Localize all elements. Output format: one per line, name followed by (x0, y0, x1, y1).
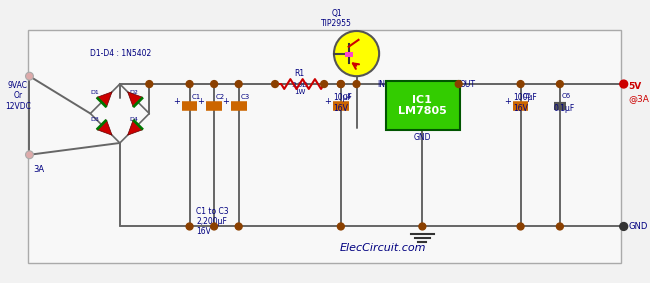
Text: D1-D4 : 1N5402: D1-D4 : 1N5402 (90, 49, 151, 57)
Text: Q1
TIP2955: Q1 TIP2955 (322, 9, 352, 28)
Text: C5: C5 (523, 93, 532, 99)
Text: C3: C3 (240, 94, 250, 100)
Circle shape (337, 81, 345, 87)
Bar (27, 30, 621, 263)
Bar (386, 81, 460, 130)
Text: C2: C2 (216, 94, 225, 100)
Text: D2: D2 (129, 90, 138, 95)
Text: D3: D3 (90, 117, 99, 122)
Circle shape (556, 223, 564, 230)
Circle shape (620, 80, 628, 88)
Text: IC1
LM7805: IC1 LM7805 (398, 95, 447, 116)
Text: +: + (324, 97, 331, 106)
Polygon shape (127, 120, 143, 135)
Text: IN: IN (377, 80, 385, 89)
Circle shape (517, 81, 524, 87)
Text: D4: D4 (129, 117, 138, 122)
Circle shape (25, 151, 33, 159)
Text: 9VAC
Or
12VDC: 9VAC Or 12VDC (5, 81, 31, 111)
Bar (344, 52, 352, 57)
Circle shape (235, 81, 242, 87)
Text: ElecCircuit.com: ElecCircuit.com (340, 243, 426, 253)
Circle shape (186, 81, 193, 87)
Text: +: + (504, 97, 511, 106)
Text: C1: C1 (192, 94, 201, 100)
Polygon shape (97, 92, 112, 107)
Text: OUT: OUT (460, 80, 476, 89)
Text: R1: R1 (294, 69, 305, 78)
Circle shape (517, 223, 524, 230)
Circle shape (186, 223, 193, 230)
Text: C4: C4 (343, 94, 352, 100)
Text: 3A: 3A (33, 165, 44, 173)
Circle shape (353, 81, 360, 87)
Circle shape (334, 31, 379, 76)
Text: +: + (198, 97, 204, 106)
Circle shape (235, 223, 242, 230)
Circle shape (146, 81, 153, 87)
Polygon shape (127, 92, 143, 107)
Text: GND: GND (629, 222, 648, 231)
Circle shape (419, 223, 426, 230)
Text: C6: C6 (562, 93, 571, 99)
Polygon shape (97, 120, 112, 135)
Text: @3A: @3A (629, 94, 649, 103)
Text: C1 to C3
2,200μF
16V: C1 to C3 2,200μF 16V (196, 207, 229, 236)
Circle shape (272, 81, 278, 87)
Text: 100μF
16V: 100μF 16V (513, 93, 536, 113)
Circle shape (620, 222, 628, 230)
Circle shape (337, 81, 345, 87)
Text: +: + (173, 97, 180, 106)
Circle shape (337, 223, 345, 230)
Text: 5V: 5V (629, 82, 642, 91)
Circle shape (455, 81, 462, 87)
Circle shape (25, 72, 33, 80)
Circle shape (556, 81, 564, 87)
Text: 3.3Ω
1W: 3.3Ω 1W (291, 82, 308, 95)
Text: 10μF
16V: 10μF 16V (333, 93, 352, 113)
Text: +: + (222, 97, 229, 106)
Text: 0.1μF: 0.1μF (554, 104, 575, 113)
Circle shape (211, 223, 218, 230)
Circle shape (211, 81, 218, 87)
Text: GND: GND (413, 133, 431, 142)
Circle shape (320, 81, 328, 87)
Text: D1: D1 (90, 90, 99, 95)
